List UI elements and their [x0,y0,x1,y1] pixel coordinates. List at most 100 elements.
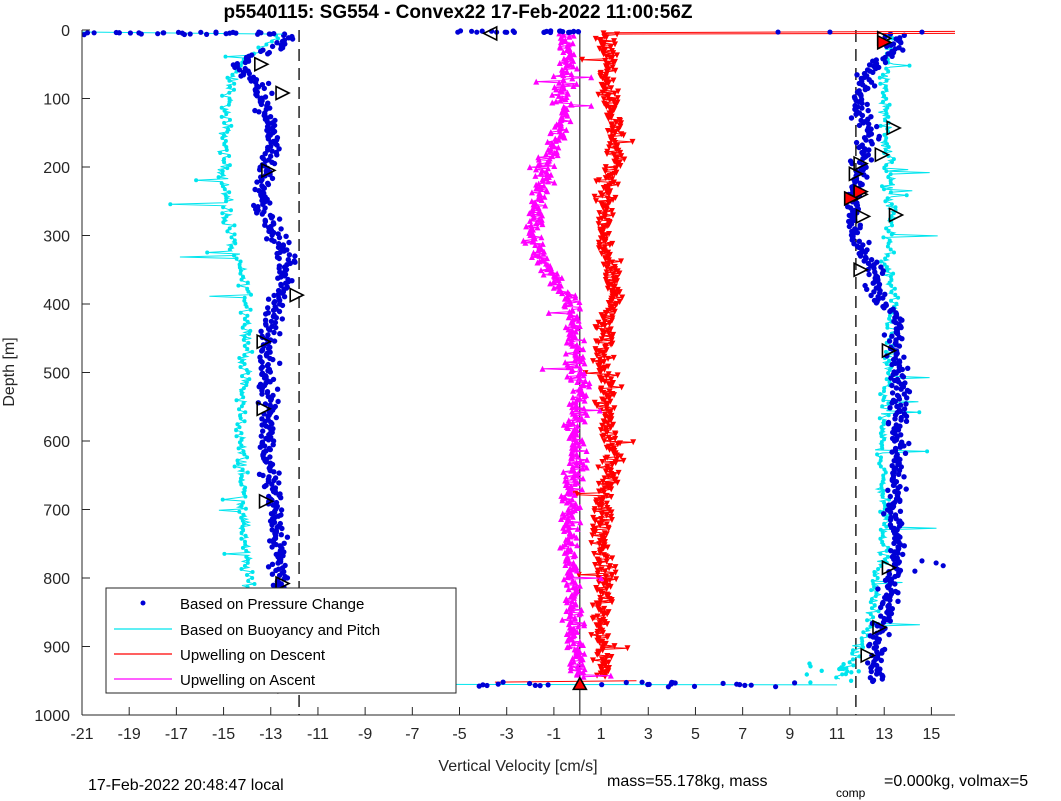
pressure-point [862,86,868,93]
upwelling-marker [542,202,549,209]
buoyancy-pitch-point [241,274,245,279]
buoyancy-pitch-point [240,325,245,330]
pressure-point [887,31,894,37]
pressure-point [259,211,265,217]
upwelling-marker [609,462,616,469]
upwelling-marker [606,446,613,453]
buoyancy-pitch-point [859,636,864,641]
upwelling-marker [540,271,547,278]
upwelling-marker [615,88,622,95]
upwelling-marker [535,247,542,254]
upwelling-marker [556,79,563,86]
upwelling-marker [558,274,565,281]
upwelling-marker [611,308,618,315]
buoyancy-pitch-point [232,238,237,243]
pressure-point [856,238,862,244]
upwelling-marker [586,383,593,390]
buoyancy-pitch-point [232,253,236,258]
buoyancy-pitch-point [808,664,813,669]
pressure-point [882,59,889,66]
pressure-point [873,300,880,306]
buoyancy-pitch-point [243,533,248,538]
pressure-point [880,619,887,625]
upwelling-marker [541,193,548,200]
buoyancy-pitch-point [861,630,866,635]
buoyancy-pitch-point [238,479,243,484]
upwelling-marker [610,197,617,204]
upwelling-marker [573,65,580,72]
upwelling-marker [606,320,613,327]
upwelling-marker [590,514,597,521]
pressure-point [871,289,877,295]
pressure-point [887,597,893,603]
buoyancy-pitch-point [234,256,239,261]
upwelling-marker [612,166,619,173]
upwelling-marker [573,567,580,574]
buoyancy-pitch-point [843,671,848,677]
buoyancy-pitch-point [229,123,234,128]
upwelling-marker [536,252,543,259]
buoyancy-pitch-point [865,618,870,623]
pressure-point [889,361,895,368]
upwelling-marker [564,599,571,606]
legend-entry-upwelling-ascent: Upwelling on Ascent [114,672,316,689]
upwelling-marker [554,152,561,159]
buoyancy-pitch-point [884,169,889,174]
pressure-point [887,517,894,523]
buoyancy-pitch-point [880,494,885,499]
pressure-point [881,511,887,517]
upwelling-marker [599,422,606,429]
upwelling-marker [559,290,566,297]
upwelling-marker [614,372,621,379]
triangle-marker [855,208,872,225]
y-tick-label: 0 [61,23,70,40]
upwelling-marker [575,416,582,423]
pressure-point [269,544,275,550]
x-tick-label: -5 [452,726,466,743]
buoyancy-pitch-point [883,117,888,122]
pressure-point [848,115,855,121]
buoyancy-pitch-point [219,114,224,119]
buoyancy-pitch-point [883,557,888,562]
upwelling-marker [573,462,580,469]
upwelling-marker [605,191,612,198]
upwelling-marker [602,164,609,171]
buoyancy-pitch-point [244,304,249,309]
pressure-point [547,29,554,36]
buoyancy-pitch-point [241,337,246,342]
pressure-point [276,255,282,262]
pressure-point [271,329,277,336]
buoyancy-pitch-point [241,401,246,406]
x-tick-label: -15 [212,726,235,743]
upwelling-marker [604,420,611,427]
upwelling-marker [601,489,608,496]
upwelling-marker [574,525,581,532]
pressure-point [599,682,605,688]
upwelling-marker [594,570,601,577]
upwelling-marker [533,78,540,85]
pressure-point [734,681,740,687]
pressure-point [876,136,882,142]
buoyancy-pitch-point [880,533,885,538]
upwelling-marker [580,475,587,482]
upwelling-marker [558,515,565,522]
upwelling-marker [617,163,624,170]
upwelling-marker [571,357,578,364]
buoyancy-pitch-point [884,548,889,553]
upwelling-marker [562,473,569,480]
buoyancy-pitch-point [239,437,244,442]
pressure-point [623,679,629,686]
buoyancy-pitch-point [227,163,232,168]
upwelling-marker [617,123,624,130]
pressure-point [900,551,906,558]
upwelling-marker [606,104,613,111]
upwelling-marker [599,433,606,440]
upwelling-marker [526,210,533,217]
upwelling-marker [547,130,554,137]
pressure-point [691,683,698,690]
buoyancy-pitch-point [878,536,883,541]
buoyancy-pitch-point [808,680,813,685]
upwelling-marker [557,44,564,51]
pressure-point [862,249,868,256]
